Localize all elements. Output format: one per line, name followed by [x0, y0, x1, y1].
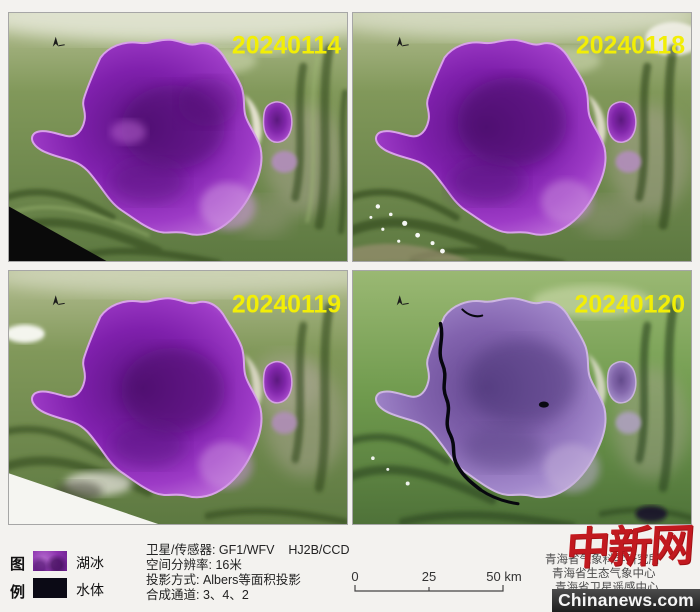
satellite-panel-1: 20240114 — [8, 12, 348, 262]
date-label: 20240120 — [575, 290, 686, 318]
legend-title-char-1: 图 — [10, 556, 26, 573]
lake-ice-swatch — [33, 551, 67, 571]
satellite-image-4: 20240120 — [353, 271, 691, 524]
scale-bar: 0 25 50 km — [349, 566, 529, 601]
lake-ice — [375, 297, 668, 522]
image-metadata: 卫星/传感器: GF1/WFV HJ2B/CCD 空间分辨率: 16米 投影方式… — [146, 543, 350, 603]
lake-ice — [31, 297, 298, 499]
chinanews-banner: Chinanews.com — [552, 589, 700, 612]
lake-ice — [375, 38, 642, 236]
north-arrow-icon — [52, 36, 65, 47]
credit-line-2: 青海省生态气象中心 — [552, 568, 656, 580]
satellite-image-1: 20240114 — [9, 13, 347, 261]
meta-projection: 投影方式: Albers等面积投影 — [146, 573, 301, 587]
lake-ice — [31, 38, 298, 236]
scale-tick-0: 0 — [351, 569, 358, 584]
water-label: 水体 — [76, 582, 104, 598]
chinanews-logo: 中新网 — [564, 519, 695, 576]
date-label: 20240114 — [232, 33, 341, 60]
water-swatch — [33, 578, 67, 598]
credit-line-1: 青海省气象科学研究所 — [545, 554, 660, 566]
meta-resolution: 空间分辨率: 16米 — [146, 558, 242, 572]
north-arrow-icon — [396, 295, 409, 306]
satellite-panel-4: 20240120 — [352, 270, 692, 525]
legend-title-char-2: 例 — [10, 584, 26, 601]
date-label: 20240118 — [576, 33, 685, 60]
lake-ice-label: 湖冰 — [76, 555, 104, 571]
cloud — [9, 324, 45, 343]
satellite-panel-3: 20240119 — [8, 270, 348, 525]
satellite-image-2: 20240118 — [353, 13, 691, 261]
satellite-image-3: 20240119 — [9, 271, 347, 524]
date-label: 20240119 — [232, 290, 341, 318]
meta-sensor: 卫星/传感器: GF1/WFV HJ2B/CCD — [146, 543, 350, 557]
snow-speckles — [369, 204, 445, 254]
scale-bar-svg: 0 25 50 km — [351, 569, 522, 592]
scale-tick-50km: 50 km — [486, 569, 521, 584]
north-arrow-icon — [52, 295, 65, 306]
north-arrow-icon — [396, 36, 409, 47]
scale-tick-25: 25 — [422, 569, 436, 584]
no-data-wedge — [9, 206, 107, 261]
ice-cracks — [438, 308, 520, 506]
satellite-panel-2: 20240118 — [352, 12, 692, 262]
meta-bands: 合成通道: 3、4、2 — [146, 588, 249, 602]
